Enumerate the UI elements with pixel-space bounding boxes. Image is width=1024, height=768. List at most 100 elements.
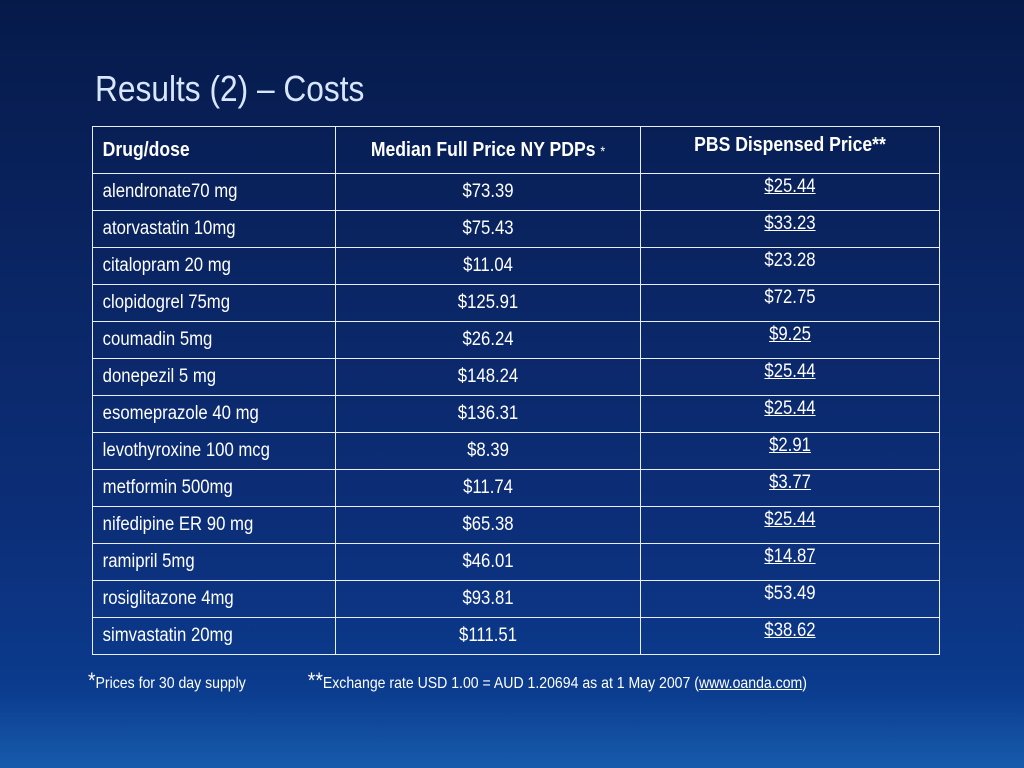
median-price-text: $26.24 (462, 329, 514, 350)
footnote-2-mark: ** (307, 668, 323, 693)
drug-dose-text: rosiglitazone 4mg (102, 588, 234, 609)
drug-cell: simvastatin 20mg (92, 617, 336, 655)
table-row: coumadin 5mg $26.24 $9.25 (92, 321, 940, 359)
pbs-price-cell: $25.44 (640, 506, 940, 544)
pbs-price-cell: $25.44 (640, 395, 940, 433)
median-price-text: $65.38 (462, 514, 514, 535)
median-price-text: $136.31 (457, 403, 519, 424)
drug-dose-text: coumadin 5mg (102, 329, 213, 350)
drug-cell: nifedipine ER 90 mg (92, 506, 336, 544)
median-price-text: $11.74 (463, 477, 513, 498)
drug-cell: atorvastatin 10mg (92, 210, 336, 248)
oanda-link[interactable]: www.oanda.com (698, 675, 803, 692)
median-price-text: $46.01 (462, 551, 514, 572)
header-median-label: Median Full Price NY PDPs (370, 138, 596, 161)
median-price-cell: $73.39 (334, 173, 642, 211)
header-pbs-label: PBS Dispensed Price** (694, 133, 886, 156)
median-price-cell: $46.01 (334, 543, 642, 581)
cost-table: Drug/dose Median Full Price NY PDPs * PB… (92, 126, 940, 655)
drug-dose-text: levothyroxine 100 mcg (102, 440, 270, 461)
median-price-text: $93.81 (462, 588, 514, 609)
median-price-cell: $26.24 (334, 321, 642, 359)
drug-cell: alendronate70 mg (92, 173, 336, 211)
pbs-price-cell: $23.28 (640, 247, 940, 285)
header-drug-dose: Drug/dose (92, 126, 336, 174)
median-price-cell: $93.81 (334, 580, 642, 618)
median-price-cell: $8.39 (334, 432, 642, 470)
median-price-text: $11.04 (463, 255, 513, 276)
pbs-price-cell: $53.49 (640, 580, 940, 618)
header-drug-label: Drug/dose (102, 138, 190, 161)
median-price-text: $8.39 (467, 440, 509, 461)
drug-dose-text: donepezil 5 mg (102, 366, 217, 387)
table-row: metformin 500mg $11.74 $3.77 (92, 469, 940, 507)
pbs-price-cell: $72.75 (640, 284, 940, 322)
table-row: atorvastatin 10mg $75.43 $33.23 (92, 210, 940, 248)
median-price-text: $73.39 (462, 181, 514, 202)
pbs-price-link[interactable]: $25.44 (764, 361, 816, 382)
footnotes: *Prices for 30 day supply **Exchange rat… (88, 668, 807, 694)
pbs-price-link[interactable]: $25.44 (764, 398, 816, 419)
median-price-cell: $148.24 (334, 358, 642, 396)
pbs-price-cell: $2.91 (640, 432, 940, 470)
median-price-cell: $11.74 (334, 469, 642, 507)
table-row: nifedipine ER 90 mg $65.38 $25.44 (92, 506, 940, 544)
pbs-price-link[interactable]: $25.44 (764, 509, 816, 530)
drug-cell: levothyroxine 100 mcg (92, 432, 336, 470)
table-row: rosiglitazone 4mg $93.81 $53.49 (92, 580, 940, 618)
pbs-price-text: $72.75 (764, 287, 816, 308)
header-median-footnote-mark: * (600, 142, 606, 159)
drug-cell: ramipril 5mg (92, 543, 336, 581)
table-row: citalopram 20 mg $11.04 $23.28 (92, 247, 940, 285)
header-pbs-price: PBS Dispensed Price** (640, 126, 940, 174)
drug-dose-text: atorvastatin 10mg (102, 218, 236, 239)
pbs-price-link[interactable]: $33.23 (764, 213, 816, 234)
drug-cell: esomeprazole 40 mg (92, 395, 336, 433)
drug-dose-text: clopidogrel 75mg (102, 292, 231, 313)
table-row: alendronate70 mg $73.39 $25.44 (92, 173, 940, 211)
drug-dose-text: esomeprazole 40 mg (102, 403, 259, 424)
footnote-2-text: Exchange rate USD 1.00 = AUD 1.20694 as … (322, 675, 699, 692)
median-price-cell: $125.91 (334, 284, 642, 322)
drug-cell: coumadin 5mg (92, 321, 336, 359)
median-price-text: $125.91 (457, 292, 519, 313)
pbs-price-link[interactable]: $38.62 (764, 620, 816, 641)
pbs-price-link[interactable]: $3.77 (769, 472, 811, 493)
pbs-price-cell: $38.62 (640, 617, 940, 655)
pbs-price-cell: $3.77 (640, 469, 940, 507)
table-row: levothyroxine 100 mcg $8.39 $2.91 (92, 432, 940, 470)
drug-dose-text: ramipril 5mg (102, 551, 195, 572)
drug-dose-text: citalopram 20 mg (102, 255, 231, 276)
median-price-cell: $111.51 (334, 617, 642, 655)
median-price-cell: $11.04 (334, 247, 642, 285)
median-price-cell: $65.38 (334, 506, 642, 544)
drug-dose-text: nifedipine ER 90 mg (102, 514, 254, 535)
table-row: simvastatin 20mg $111.51 $38.62 (92, 617, 940, 655)
drug-cell: rosiglitazone 4mg (92, 580, 336, 618)
drug-cell: metformin 500mg (92, 469, 336, 507)
median-price-cell: $136.31 (334, 395, 642, 433)
drug-dose-text: alendronate70 mg (102, 181, 238, 202)
footnote-1-mark: * (88, 668, 96, 693)
drug-cell: citalopram 20 mg (92, 247, 336, 285)
drug-cell: donepezil 5 mg (92, 358, 336, 396)
drug-dose-text: metformin 500mg (102, 477, 233, 498)
slide-title: Results (2) – Costs (95, 68, 365, 109)
pbs-price-cell: $9.25 (640, 321, 940, 359)
table-row: esomeprazole 40 mg $136.31 $25.44 (92, 395, 940, 433)
median-price-text: $111.51 (459, 625, 517, 646)
footnote-1-text: Prices for 30 day supply (95, 675, 246, 692)
pbs-price-link[interactable]: $25.44 (764, 176, 816, 197)
table-body: alendronate70 mg $73.39 $25.44 atorvastatin… (92, 173, 940, 655)
pbs-price-link[interactable]: $14.87 (764, 546, 816, 567)
pbs-price-text: $23.28 (764, 250, 816, 271)
median-price-cell: $75.43 (334, 210, 642, 248)
pbs-price-link[interactable]: $9.25 (769, 324, 811, 345)
footnote-2-close: ) (802, 675, 807, 692)
pbs-price-cell: $14.87 (640, 543, 940, 581)
drug-cell: clopidogrel 75mg (92, 284, 336, 322)
header-median-price: Median Full Price NY PDPs * (334, 126, 642, 174)
bottom-gradient-band (0, 695, 1024, 768)
median-price-text: $75.43 (462, 218, 514, 239)
pbs-price-link[interactable]: $2.91 (769, 435, 811, 456)
